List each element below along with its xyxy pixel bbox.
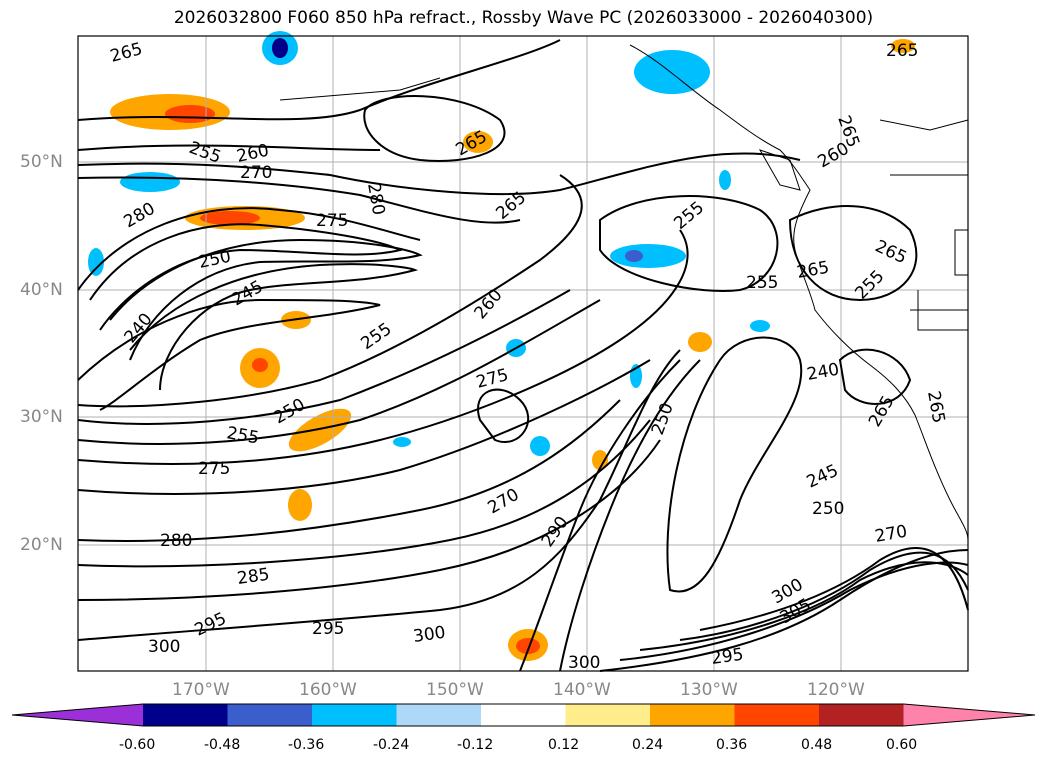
colorbar-bin [819,704,904,726]
colorbar-extend-low [12,704,143,726]
lon-label-160w: 160°W [299,680,357,700]
contour-label: 295 [312,619,344,639]
contour-label: 265 [795,258,830,283]
colorbar [11,703,1036,727]
lon-label-170w: 170°W [172,680,230,700]
colorbar-bin [227,704,313,726]
contour-label: 275 [316,211,348,231]
colorbar-bin [650,704,735,726]
contour-label: 300 [412,623,447,647]
contour-label: 300 [568,653,600,673]
colorbar-tick: 0.36 [716,737,748,753]
lat-label-20n: 20°N [20,535,63,555]
colorbar-tick: 0.12 [548,737,580,753]
coastlines [279,44,969,541]
contour-label: 280 [121,199,159,233]
contour-label: 255 [746,273,778,293]
contour-label: 265 [923,389,948,424]
colorbar-bin [143,704,228,726]
contour-label: 265 [865,392,899,430]
contour-label: 295 [710,645,745,669]
contour-label: 245 [804,461,842,493]
colorbar-tick: 0.60 [886,737,918,753]
contour-label: 265 [453,127,491,161]
lat-label-50n: 50°N [20,152,63,172]
lon-label-120w: 120°W [807,680,865,700]
lon-label-140w: 140°W [553,680,611,700]
graticule [78,36,968,671]
map-title: 2026032800 F060 850 hPa refract., Rossby… [173,8,874,28]
contour-label: 265 [886,41,918,61]
colorbar-extend-high [903,704,1035,726]
contour-label: 250 [271,395,309,429]
contour-label: 300 [148,637,180,657]
lat-label-30n: 30°N [20,407,63,427]
contour-label: 270 [873,522,908,547]
contour-label: 280 [363,181,388,216]
colorbar-bin [312,704,397,726]
contour-label: 265 [108,39,145,67]
contour-label: 275 [474,365,511,393]
contour-label: 250 [648,400,678,437]
colorbar-bin [481,704,566,726]
colorbar-tick: 0.24 [632,737,664,753]
contour-label: 295 [192,609,230,641]
map-frame [77,35,969,672]
contour-label: 255 [851,266,888,303]
positive-anomaly-shading [110,39,915,661]
contour-label: 250 [812,499,844,519]
contour-label: 240 [805,360,840,385]
lon-label-130w: 130°W [680,680,738,700]
contour-label: 285 [236,565,271,589]
contour-lines [77,39,969,672]
contour-label: 255 [186,138,223,168]
colorbar-bin [396,704,482,726]
contour-label: 260 [471,285,507,323]
colorbar-tick: -0.24 [373,737,410,753]
contour-label: 255 [225,423,260,448]
colorbar-tick: -0.12 [457,737,494,753]
colorbar-tick: -0.36 [288,737,325,753]
lat-label-40n: 40°N [20,280,63,300]
contour-label: 255 [670,198,708,234]
contour-label: 280 [160,531,192,551]
colorbar-bin [565,704,651,726]
colorbar-outline [11,703,1036,727]
colorbar-tick: -0.60 [119,737,156,753]
colorbar-tick: 0.48 [801,737,833,753]
colorbar-bin [734,704,820,726]
colorbar-tick: -0.48 [204,737,241,753]
contour-label: 275 [198,459,230,479]
contour-label: 270 [240,163,272,183]
lon-label-150w: 150°W [426,680,484,700]
contour-label: 265 [872,236,910,268]
